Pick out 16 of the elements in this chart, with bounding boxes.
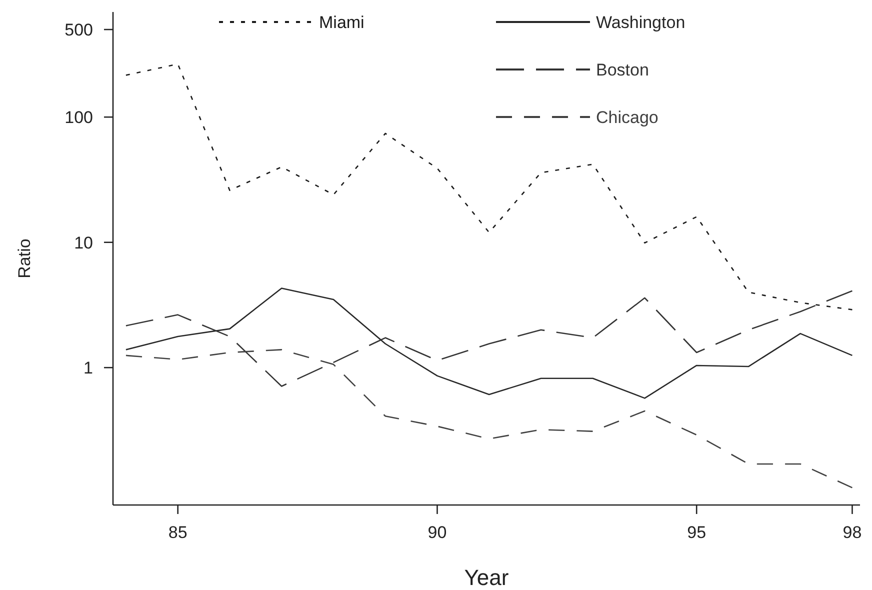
x-tick-label: 95 — [687, 523, 706, 542]
x-tick-label: 85 — [168, 523, 188, 542]
y-tick-label: 1 — [84, 358, 93, 378]
y-tick-label: 10 — [74, 233, 93, 252]
line-series — [125, 349, 853, 488]
y-axis-title: Ratio — [15, 238, 34, 278]
text: Boston — [596, 60, 649, 80]
x-axis-title: Year — [464, 565, 509, 590]
y-tick-label: 100 — [64, 108, 93, 128]
x-tick-label: 98 — [842, 523, 862, 542]
x-tick-label: 90 — [428, 523, 447, 542]
text: Miami — [319, 13, 364, 32]
text: Chicago — [596, 108, 658, 127]
line-series — [125, 63, 853, 310]
y-tick-label: 500 — [64, 20, 93, 40]
text: Washington — [596, 13, 686, 32]
